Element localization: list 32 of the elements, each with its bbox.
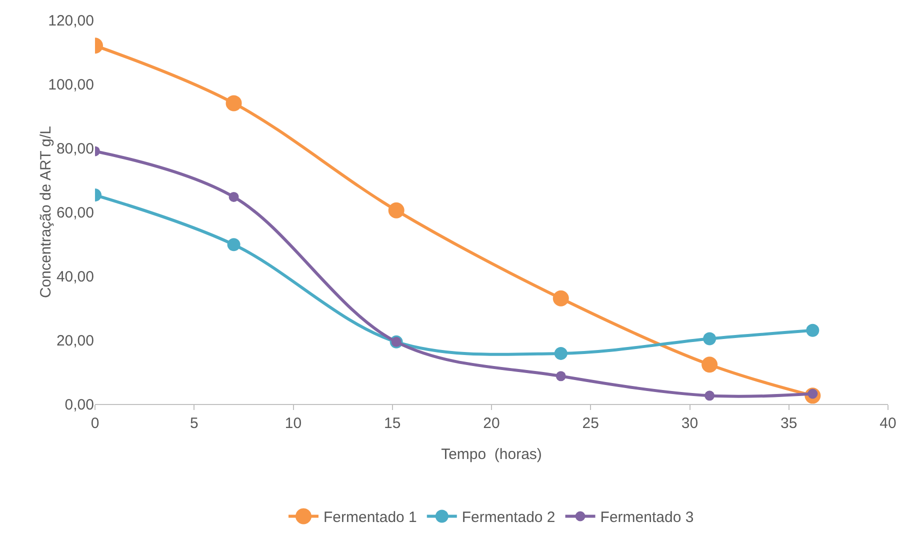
point	[226, 95, 242, 112]
point	[556, 371, 566, 382]
y-tick-label: 120,00	[48, 12, 94, 30]
x-tick-label: 5	[190, 415, 198, 432]
x-tick-label: 0	[90, 415, 100, 432]
x-tick-label: 10	[284, 415, 302, 432]
point	[552, 290, 569, 306]
y-tick-label: 100,00	[48, 76, 94, 94]
x-tick-label: 15	[384, 415, 401, 432]
point	[228, 192, 239, 202]
point	[702, 356, 718, 373]
x-tick-label: 20	[483, 415, 500, 432]
y-tick-label: 20,00	[56, 332, 94, 350]
y-tick-label: 80,00	[56, 140, 94, 158]
x-tick-label: 35	[780, 415, 798, 432]
point	[388, 202, 404, 218]
legend-label: Fermentado 3	[600, 509, 694, 526]
legend-label: Fermentado 2	[462, 509, 556, 526]
point	[806, 324, 820, 337]
x-axis-title: Tempo (horas)	[441, 446, 542, 463]
y-tick-label: 40,00	[56, 268, 94, 286]
x-tick-label: 30	[681, 415, 698, 432]
x-tick-label: 40	[880, 415, 896, 432]
point	[227, 238, 240, 252]
y-tick-label: 0,00	[64, 396, 94, 414]
point	[554, 346, 568, 360]
point	[703, 332, 716, 346]
x-tick-label: 25	[582, 415, 599, 432]
y-axis-title: Concentração de ART g/L	[37, 126, 54, 298]
point	[704, 390, 715, 401]
legend-label: Fermentado 1	[324, 509, 417, 526]
y-tick-label: 60,00	[56, 204, 94, 222]
